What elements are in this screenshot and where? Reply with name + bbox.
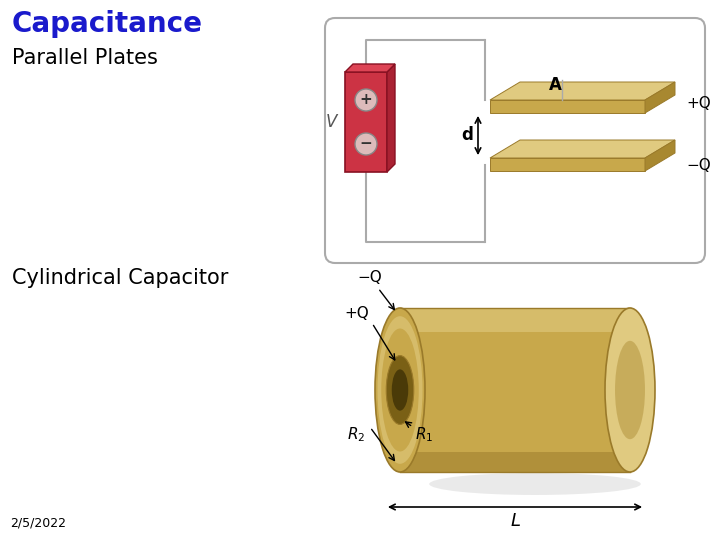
Polygon shape xyxy=(345,64,395,72)
Text: d: d xyxy=(461,126,473,144)
Polygon shape xyxy=(490,82,675,100)
Ellipse shape xyxy=(386,355,414,424)
FancyBboxPatch shape xyxy=(325,18,705,263)
Ellipse shape xyxy=(382,328,419,451)
Bar xyxy=(400,308,630,332)
Bar xyxy=(345,72,387,172)
Text: +: + xyxy=(359,92,372,107)
Polygon shape xyxy=(645,82,675,113)
Circle shape xyxy=(355,133,377,155)
Bar xyxy=(400,452,630,472)
Ellipse shape xyxy=(615,341,645,439)
Text: Capacitance: Capacitance xyxy=(12,10,203,38)
Text: $R_1$: $R_1$ xyxy=(415,426,433,444)
Polygon shape xyxy=(387,64,395,172)
Polygon shape xyxy=(645,140,675,171)
Ellipse shape xyxy=(375,308,425,472)
Text: V: V xyxy=(325,113,337,131)
Text: 2/5/2022: 2/5/2022 xyxy=(10,517,66,530)
Text: Cylindrical Capacitor: Cylindrical Capacitor xyxy=(12,268,228,288)
Ellipse shape xyxy=(392,369,408,410)
Text: A: A xyxy=(549,76,562,94)
Ellipse shape xyxy=(605,308,655,472)
Polygon shape xyxy=(490,100,645,113)
Text: +Q: +Q xyxy=(345,306,369,321)
Bar xyxy=(400,308,630,472)
Ellipse shape xyxy=(377,316,423,464)
Polygon shape xyxy=(490,140,675,158)
Text: −Q: −Q xyxy=(686,158,711,172)
Text: Parallel Plates: Parallel Plates xyxy=(12,48,158,68)
Text: $R_2$: $R_2$ xyxy=(347,426,365,444)
Text: −Q: −Q xyxy=(358,271,382,286)
Circle shape xyxy=(355,89,377,111)
Polygon shape xyxy=(490,158,645,171)
Text: −: − xyxy=(359,137,372,152)
Text: +Q: +Q xyxy=(686,96,711,111)
Text: $L$: $L$ xyxy=(510,512,521,530)
Ellipse shape xyxy=(429,473,641,495)
